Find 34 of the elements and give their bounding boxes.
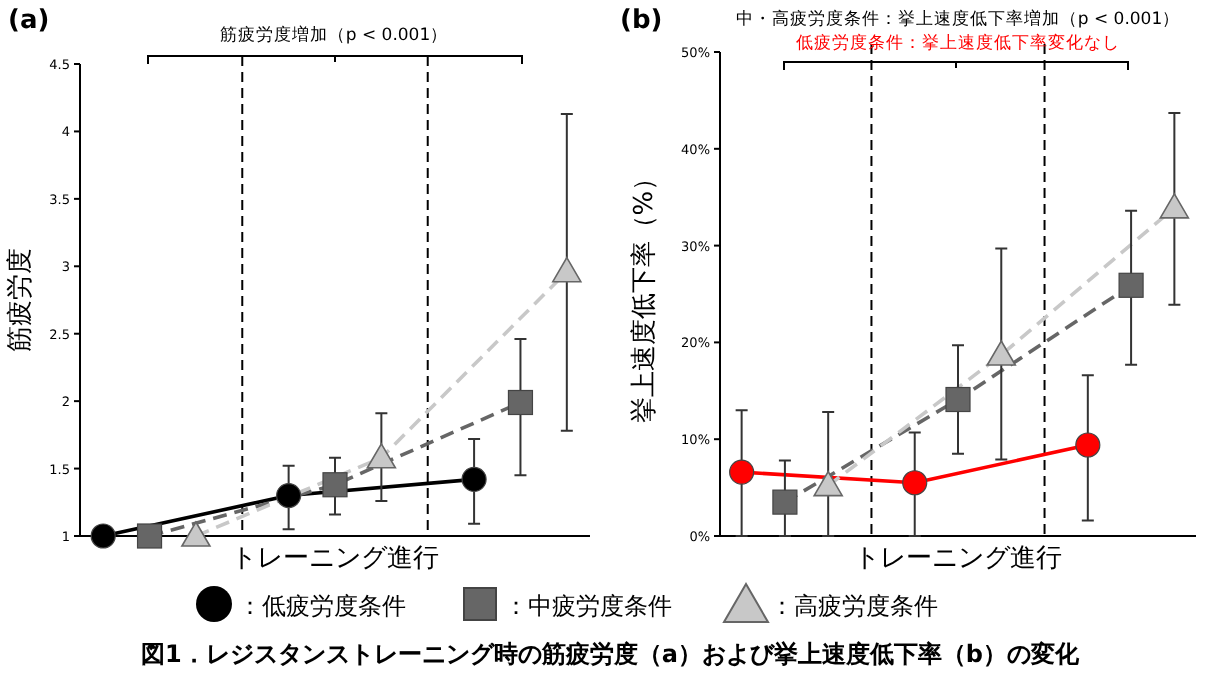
point [772, 489, 798, 515]
point [945, 386, 971, 413]
point [1159, 193, 1190, 219]
point [1075, 432, 1101, 458]
text: 筋疲労度増加（p < 0.001） [219, 24, 449, 46]
point [181, 521, 211, 547]
y-axis-title: 挙上速度低下率（%） [628, 164, 660, 424]
point [366, 442, 397, 469]
x-axis-title: トレーニング進行 [854, 544, 1062, 574]
x-axis-title: トレーニング進行 [231, 544, 439, 574]
legend-item: ：高疲労度条件 [722, 582, 938, 623]
point [1118, 272, 1144, 298]
point [276, 482, 302, 509]
text: 中・高疲労度条件：挙上速度低下率増加（p < 0.001） [735, 8, 1181, 30]
point [902, 470, 928, 496]
point [507, 389, 534, 416]
point [461, 466, 487, 492]
chart-title: (a) [8, 6, 50, 36]
point [136, 523, 163, 549]
legend-item: ：低疲労度条件 [196, 586, 406, 622]
legend-label: ：低疲労度条件 [238, 592, 406, 620]
legend-label: ：中疲労度条件 [504, 592, 672, 620]
legend-label: ：高疲労度条件 [770, 592, 938, 620]
legend-item: ：中疲労度条件 [463, 587, 672, 621]
chart-title: (b) [620, 6, 663, 36]
point [552, 256, 582, 283]
point [322, 472, 348, 498]
y-axis-title: 筋疲労度 [4, 248, 36, 352]
point [729, 459, 755, 485]
point [986, 340, 1017, 366]
point [813, 470, 843, 497]
annotation: 低疲労度条件：挙上速度低下率変化なし [796, 32, 1120, 54]
point [90, 523, 116, 549]
caption: 図1．レジスタンストレーニング時の筋疲労度（a）および挙上速度低下率（b）の変化 [140, 640, 1082, 668]
